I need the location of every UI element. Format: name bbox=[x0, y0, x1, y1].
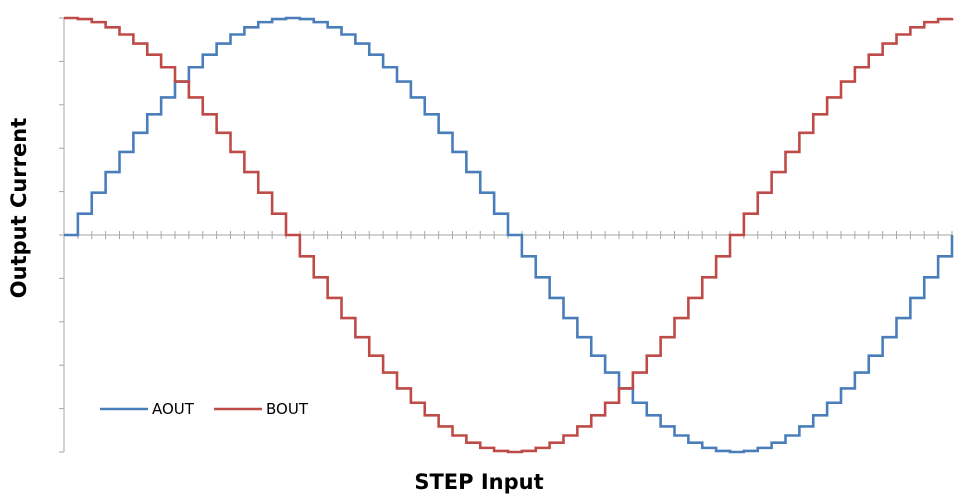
series-layer bbox=[64, 16, 954, 454]
x-axis-title: STEP Input bbox=[414, 470, 543, 494]
legend-label-bout: BOUT bbox=[266, 400, 309, 418]
series-bout-line bbox=[64, 16, 954, 454]
legend: AOUT BOUT bbox=[100, 400, 309, 418]
series-aout-line bbox=[64, 16, 954, 454]
y-axis-title: Output Current bbox=[7, 118, 31, 298]
legend-label-aout: AOUT bbox=[152, 400, 195, 418]
axes bbox=[59, 17, 953, 453]
